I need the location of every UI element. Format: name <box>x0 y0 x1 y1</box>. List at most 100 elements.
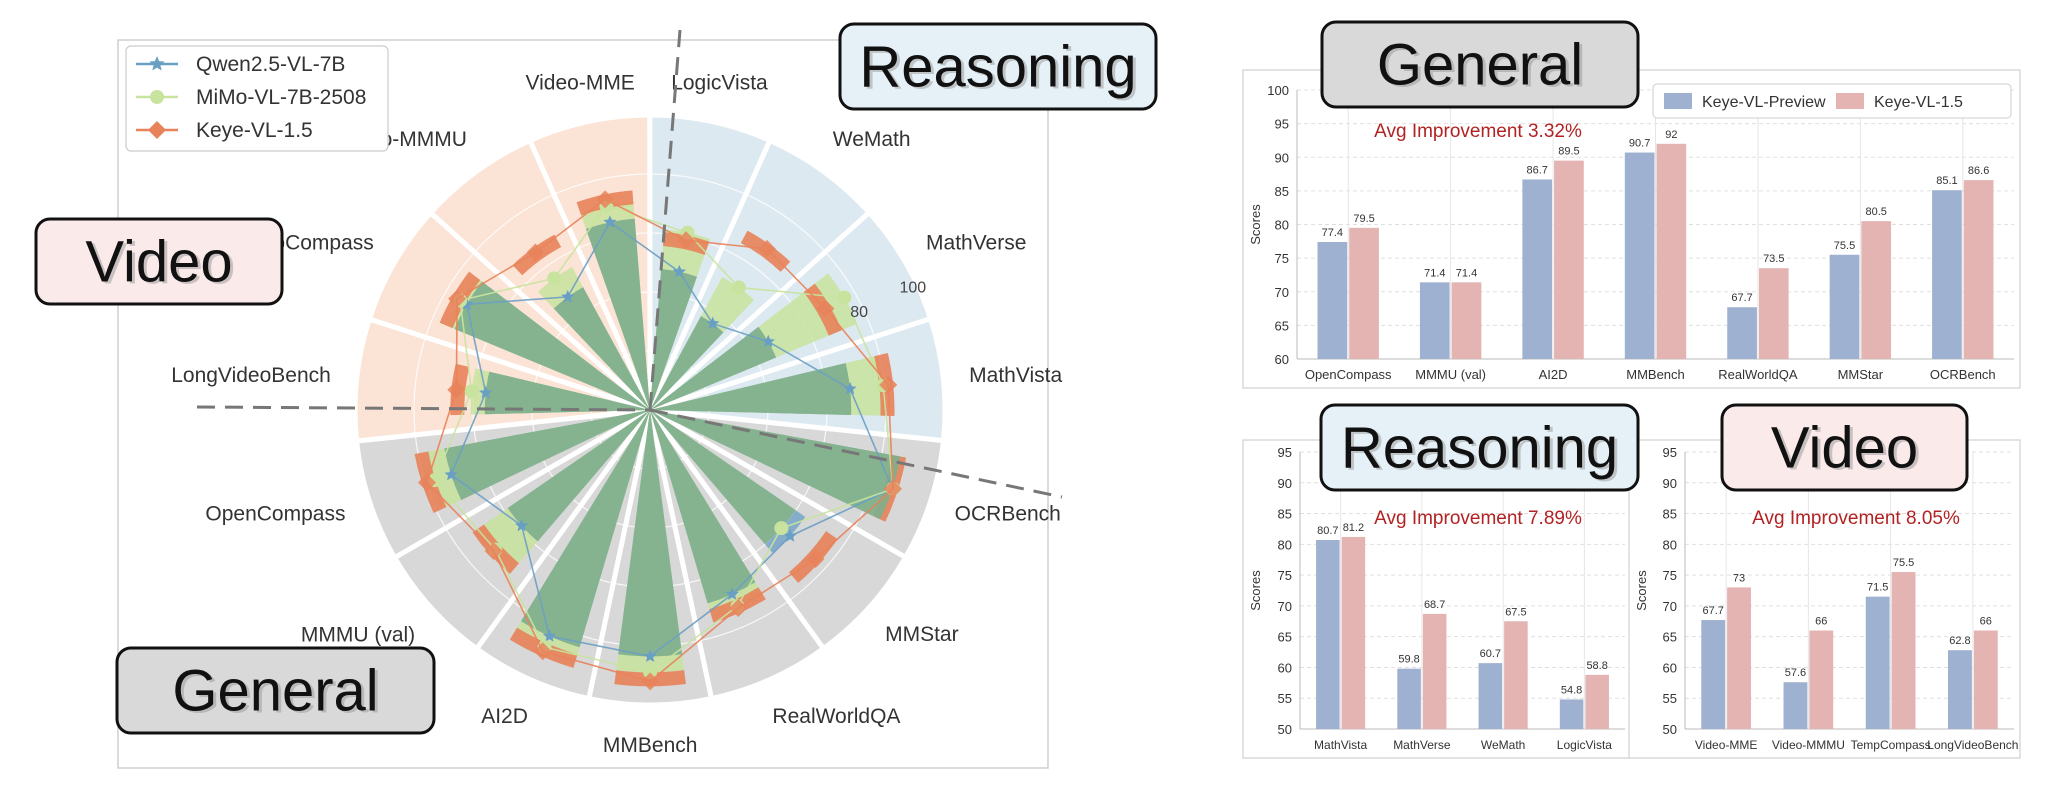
radar-overlap-ocrbench <box>650 410 901 520</box>
bar-value-label: 66 <box>1980 616 1992 628</box>
y-tick-label: 100 <box>1267 83 1289 98</box>
x-tick-label-mmstar: MMStar <box>1838 367 1884 382</box>
radar-point-keye-vl-1-5-ai2d <box>533 642 552 661</box>
bar-value-label: 60.7 <box>1480 648 1501 660</box>
y-tick-label: 60 <box>1663 660 1677 675</box>
bar-keye-vl-preview-tempcompass <box>1865 596 1890 729</box>
bar-value-label: 71.4 <box>1456 267 1477 279</box>
radar-overlap-mathvista <box>650 363 852 415</box>
bar-value-label: 62.8 <box>1949 635 1970 647</box>
legend-box <box>125 45 389 152</box>
bar-keye-vl-1-5-mathvista <box>1341 536 1366 729</box>
bar-value-label: 80.5 <box>1865 206 1886 218</box>
bar-value-label: 86.7 <box>1527 164 1548 176</box>
radar-label-mathvista: MathVista <box>969 364 1062 387</box>
radar-label-mmstar: MMStar <box>885 623 959 646</box>
bar-keye-vl-1-5-opencompass <box>1349 227 1379 359</box>
bar-value-label: 75.5 <box>1893 557 1914 569</box>
radar-overlap-video-mmmu <box>553 287 650 410</box>
title-box-label: Video <box>1771 416 1918 481</box>
radar-label-logicvista: LogicVista <box>671 71 768 94</box>
radar-label-mmmu-val: MMMU (val) <box>301 623 415 646</box>
radar-label-mmbench: MMBench <box>603 734 698 757</box>
x-tick-label-opencompass: OpenCompass <box>1305 367 1392 382</box>
bar-legend-label-keye-vl-1-5: Keye-VL-1.5 <box>1874 94 1963 111</box>
radar-point-qwen2-5-vl-7b-longvideobench <box>479 385 493 399</box>
radar-point-keye-vl-1-5-video-mme <box>596 190 615 209</box>
y-tick-label: 95 <box>1275 117 1289 132</box>
title-box-frame <box>1320 20 1640 109</box>
y-tick-label: 70 <box>1663 599 1677 614</box>
bar-keye-vl-1-5-ai2d <box>1554 160 1584 359</box>
bar-value-label: 80.7 <box>1317 525 1338 537</box>
avg-improvement-annotation: Avg Improvement 8.05% <box>1752 508 1960 529</box>
bar-value-label: 66 <box>1815 616 1827 628</box>
radar-tick-100: 100 <box>900 280 927 297</box>
bar-value-label: 85.1 <box>1936 175 1957 187</box>
bar-keye-vl-preview-realworldqa <box>1727 307 1757 359</box>
legend-marker-qwen2-5-vl-7b <box>149 56 165 71</box>
bar-value-label: 67.7 <box>1731 292 1752 304</box>
bar-keye-vl-preview-mmbench <box>1624 152 1655 359</box>
y-tick-label: 85 <box>1275 184 1289 199</box>
y-tick-label: 70 <box>1278 599 1292 614</box>
bar-keye-vl-1-5-realworldqa <box>1758 268 1789 359</box>
avg-improvement-annotation: Avg Improvement 3.32% <box>1374 121 1582 142</box>
title-box-frame <box>1720 403 1969 492</box>
legend-marker-mimo-vl-7b-2508 <box>150 90 164 104</box>
radar-tick-80: 80 <box>850 304 868 321</box>
radar-point-keye-vl-1-5-mathvista <box>879 375 898 394</box>
bar-keye-vl-preview-longvideobench <box>1948 650 1972 729</box>
y-axis-title: Scores <box>1248 570 1263 611</box>
bar-keye-vl-preview-opencompass <box>1317 241 1348 359</box>
radar-overlap-longvideobench <box>484 371 650 415</box>
radar-point-qwen2-5-vl-7b-logicvista <box>672 264 686 278</box>
bar-keye-vl-1-5-logicvista <box>1585 674 1609 729</box>
radar-point-qwen2-5-vl-7b-mmstar <box>783 529 797 542</box>
y-tick-label: 80 <box>1275 218 1289 233</box>
radar-point-mimo-vl-7b-2508-video-mmmu <box>547 271 562 286</box>
radar-overlap-ai2d <box>521 410 650 648</box>
bar-keye-vl-preview-wemath <box>1478 663 1503 729</box>
bar-value-label: 92 <box>1665 129 1677 141</box>
radar-label-mathverse: MathVerse <box>926 231 1026 254</box>
legend-label-mimo-vl-7b-2508: MiMo-VL-7B-2508 <box>196 86 366 109</box>
radar-line-keye-vl-1-5 <box>426 198 894 683</box>
radar-point-keye-vl-1-5-mmmu-val <box>484 542 503 561</box>
radar-point-mimo-vl-7b-2508-wemath <box>731 280 746 295</box>
bar-keye-vl-preview-video-mme <box>1701 620 1726 729</box>
bar-keye-vl-preview-ocrbench <box>1932 190 1962 359</box>
x-tick-label-longvideobench: LongVideoBench <box>1927 738 2018 752</box>
radar-point-qwen2-5-vl-7b-video-mmmu <box>561 289 575 303</box>
radar-overlap-opencompass <box>444 410 650 500</box>
bar-legend-label-keye-vl-preview: Keye-VL-Preview <box>1702 94 1826 111</box>
radar-point-keye-vl-1-5-mmstar <box>806 549 825 568</box>
bar-value-label: 59.8 <box>1398 654 1419 666</box>
radar-overlap-mathverse <box>650 326 777 410</box>
radar-point-qwen2-5-vl-7b-mathvista <box>843 381 857 395</box>
y-axis-title: Scores <box>1634 570 1649 611</box>
y-tick-label: 80 <box>1663 537 1677 552</box>
bar-value-label: 77.4 <box>1322 227 1343 239</box>
radar-point-keye-vl-1-5-mmbench <box>641 672 660 691</box>
x-tick-label-wemath: WeMath <box>1481 738 1525 752</box>
title-box-label-shadow: Video <box>88 232 235 297</box>
y-tick-label: 60 <box>1278 660 1292 675</box>
bar-legend-swatch-keye-vl-preview <box>1664 93 1692 109</box>
legend-label-qwen2-5-vl-7b: Qwen2.5-VL-7B <box>196 53 345 76</box>
divider-reasoning-general <box>649 408 1063 499</box>
bar-keye-vl-1-5-mmbench <box>1656 143 1687 359</box>
title-box-label-shadow: Reasoning <box>862 37 1139 102</box>
radar-point-mimo-vl-7b-2508-mathverse <box>837 290 852 305</box>
radar-point-keye-vl-1-5-wemath <box>757 239 776 258</box>
avg-improvement-annotation: Avg Improvement 7.89% <box>1374 508 1582 529</box>
title-box-label-shadow: General <box>1380 35 1586 100</box>
bar-keye-vl-1-5-mmstar <box>1861 221 1892 359</box>
bar-value-label: 90.7 <box>1629 138 1650 150</box>
radar-grid-ring-4 <box>354 114 946 706</box>
y-tick-label: 95 <box>1278 445 1292 460</box>
bar-value-label: 73 <box>1733 572 1745 584</box>
bar-value-label: 67.5 <box>1505 606 1526 618</box>
legend-label-keye-vl-1-5: Keye-VL-1.5 <box>196 119 313 142</box>
title-box-frame <box>1319 403 1640 492</box>
